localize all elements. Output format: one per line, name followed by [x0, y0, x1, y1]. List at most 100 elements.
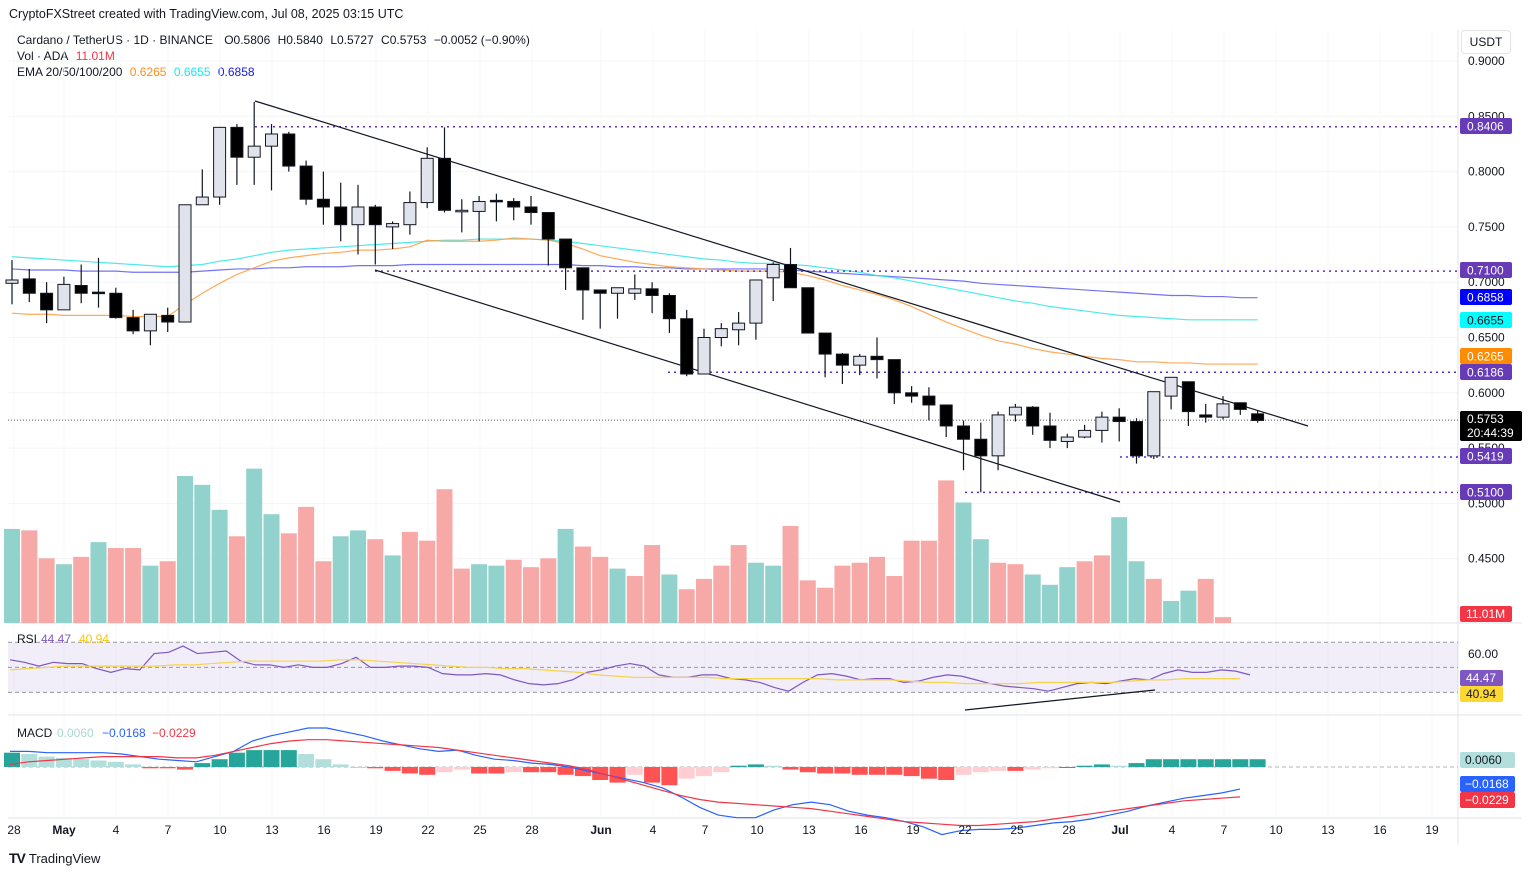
- candle-body: [835, 353, 849, 366]
- price-tick-label: 0.6000: [1468, 386, 1505, 400]
- macd-hist-bar: [367, 767, 384, 769]
- volume-bar: [107, 548, 124, 623]
- signal-line-value: −0.0229: [152, 726, 196, 740]
- candle-body: [991, 414, 1005, 457]
- time-tick-label: 4: [113, 823, 120, 837]
- ohlc-close: C0.5753: [381, 33, 427, 47]
- volume-bar: [177, 476, 193, 623]
- macd-hist-bar: [298, 754, 315, 767]
- macd-hist-bar: [730, 765, 747, 767]
- time-tick-label: 13: [802, 823, 816, 837]
- volume-bar: [90, 542, 107, 623]
- price-label-level: 0.5419: [1467, 450, 1504, 464]
- candle-body: [368, 206, 382, 226]
- macd-hist-bar: [350, 767, 366, 768]
- tradingview-logo[interactable]: TV TradingView: [9, 850, 100, 866]
- currency-button[interactable]: USDT: [1461, 30, 1511, 54]
- candle-body: [905, 392, 919, 397]
- rsi-ma-axis-value: 40.94: [1466, 687, 1496, 701]
- macd-hist-bar: [696, 767, 712, 777]
- candle-body: [922, 395, 936, 406]
- macd-hist-bar: [851, 767, 868, 775]
- price-tick-label: 0.9000: [1468, 54, 1505, 68]
- candle-body: [1095, 416, 1109, 431]
- volume-bar: [540, 558, 557, 623]
- macd-hist-bar: [90, 760, 107, 767]
- volume-bar: [782, 525, 799, 623]
- ema-label[interactable]: EMA 20/50/100/200: [17, 65, 123, 79]
- rsi-label: RSI: [17, 632, 37, 646]
- volume-bar: [280, 533, 297, 623]
- macd-hist-bar: [609, 767, 626, 783]
- volume-bar: [1059, 567, 1076, 623]
- macd-axis-badge: [1460, 752, 1515, 768]
- volume-bar: [990, 562, 1007, 623]
- macd-line-value: −0.0168: [102, 726, 146, 740]
- time-tick-label: 28: [7, 823, 21, 837]
- macd-hist-bar: [1197, 759, 1214, 767]
- time-tick-label: 19: [369, 823, 383, 837]
- time-tick-label: 16: [1373, 823, 1387, 837]
- macd-pane: MACD 0.0060 −0.0168 −0.0229 0.0060 −0.0168 −0.…: [4, 726, 1515, 836]
- price-label-ema50: 0.6655: [1467, 314, 1504, 328]
- volume-bar: [298, 506, 315, 623]
- time-tick-label: 7: [702, 823, 709, 837]
- time-tick-label: 13: [265, 823, 279, 837]
- volume-bar: [609, 568, 626, 623]
- time-tick-label: 25: [473, 823, 487, 837]
- volume-bar: [471, 564, 488, 623]
- volume-bar: [626, 575, 643, 623]
- candle-body: [766, 264, 780, 279]
- price-label-bg: [1460, 348, 1512, 364]
- macd-hist-bar: [661, 767, 678, 786]
- candle-body: [1164, 376, 1178, 397]
- macd-hist-bar: [678, 767, 695, 779]
- volume-bar: [886, 575, 903, 623]
- candle-body: [507, 200, 521, 208]
- macd-hist-bar: [1059, 767, 1076, 768]
- candle-body: [1216, 403, 1230, 418]
- volume-bar: [4, 528, 20, 623]
- volume-bar: [661, 574, 678, 623]
- candle-body: [1130, 421, 1143, 457]
- grid: [8, 30, 1522, 845]
- volume-value: 11.01M: [75, 49, 115, 63]
- candle-body: [472, 200, 486, 212]
- candle-body: [611, 287, 624, 294]
- macd-hist-value: 0.0060: [57, 726, 94, 740]
- volume-bar: [713, 565, 730, 623]
- countdown-label: 20:44:39: [1467, 426, 1514, 440]
- time-tick-label: 13: [1321, 823, 1335, 837]
- volume-bar: [505, 559, 522, 623]
- macd-hist-bar: [782, 767, 799, 770]
- signal-line: [9, 739, 1241, 827]
- macd-hist-bar: [401, 767, 418, 774]
- volume-bar: [903, 540, 920, 623]
- candle-body: [801, 287, 815, 334]
- candle-body: [645, 288, 659, 296]
- macd-hist-bar: [1128, 763, 1145, 767]
- symbol-name[interactable]: Cardano / TetherUS · 1D · BINANCE: [17, 33, 213, 47]
- candle-body: [853, 355, 867, 366]
- time-tick-label: 16: [854, 823, 868, 837]
- candle-body: [74, 285, 88, 294]
- candle-body: [386, 223, 400, 228]
- macd-hist-bar: [713, 767, 730, 773]
- macd-hist-bar: [1111, 765, 1128, 767]
- ema20-value: 0.6265: [129, 65, 167, 79]
- volume-label[interactable]: Vol · ADA: [17, 49, 69, 63]
- ema-legend: EMA 20/50/100/200 0.6265 0.6655 0.6858: [17, 65, 259, 79]
- price-tick-label: 0.7000: [1468, 275, 1505, 289]
- volume-bar: [246, 468, 263, 623]
- time-tick-label: 4: [650, 823, 657, 837]
- candle-body: [282, 133, 296, 167]
- macd-hist-bar: [332, 764, 349, 767]
- volume-axis-label: 11.01M: [1466, 607, 1505, 621]
- macd-hist-bar: [817, 767, 834, 774]
- candle-body: [5, 279, 19, 284]
- macd-label: MACD: [17, 726, 53, 740]
- candle-body: [524, 206, 538, 214]
- macd-hist-bar: [436, 767, 453, 773]
- candle-body: [1181, 381, 1195, 413]
